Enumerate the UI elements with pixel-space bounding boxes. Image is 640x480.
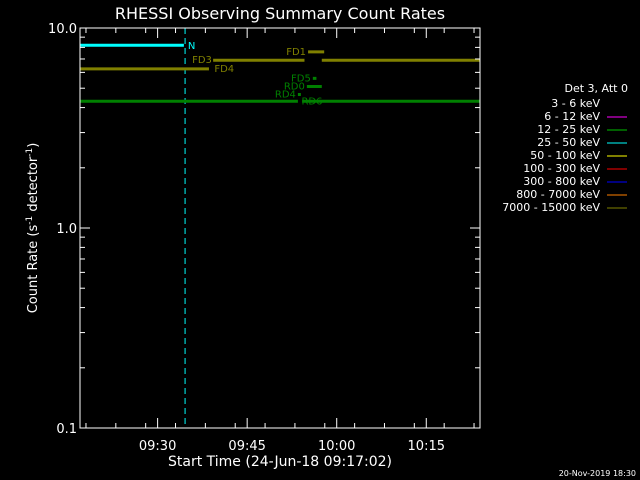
chart-title: RHESSI Observing Summary Count Rates bbox=[115, 4, 445, 23]
axes-layer: 0.1 1.0 10.0 09:30 09:45 10:00 10:15 bbox=[48, 22, 480, 454]
y-axis-label-end: ) bbox=[26, 143, 41, 148]
y-axis-label: Count Rate (s-1 detector-1) bbox=[25, 143, 41, 314]
flag-label-fd5: FD5 bbox=[291, 73, 311, 84]
y-axis-label-sup2: -1 bbox=[25, 148, 35, 157]
x-tick-label: 10:00 bbox=[318, 439, 355, 454]
legend-label: 100 - 300 keV bbox=[523, 162, 600, 175]
flag-label-rd6: RD6 bbox=[301, 96, 322, 107]
y-axis-label-main: Count Rate (s bbox=[26, 225, 41, 314]
y-tick-label: 0.1 bbox=[56, 422, 77, 437]
x-tick-label: 10:15 bbox=[408, 439, 445, 454]
legend-label: 3 - 6 keV bbox=[551, 97, 600, 110]
flag-label-fd4: FD4 bbox=[214, 64, 234, 75]
legend-label: 50 - 100 keV bbox=[530, 149, 600, 162]
x-tick-label: 09:30 bbox=[139, 439, 176, 454]
y-axis-label-mid: detector bbox=[26, 156, 41, 216]
flag-label-n: N bbox=[188, 41, 195, 52]
y-tick-label: 1.0 bbox=[56, 222, 77, 237]
legend-label: 300 - 800 keV bbox=[523, 175, 600, 188]
x-tick-label: 09:45 bbox=[228, 439, 265, 454]
footer-date: 20-Nov-2019 18:30 bbox=[559, 469, 636, 478]
y-axis-label-sup1: -1 bbox=[25, 216, 35, 225]
flag-label-fd3: FD3 bbox=[192, 55, 212, 66]
flag-label-rd0: RD0 bbox=[284, 81, 305, 92]
legend-label: 6 - 12 keV bbox=[544, 110, 600, 123]
y-tick-label: 10.0 bbox=[48, 22, 77, 37]
flag-label-fd1: FD1 bbox=[286, 47, 306, 58]
legend-label: 7000 - 15000 keV bbox=[502, 201, 600, 214]
flag-label-rd4: RD4 bbox=[275, 90, 296, 101]
legend-label: 800 - 7000 keV bbox=[516, 188, 600, 201]
legend-label: 25 - 50 keV bbox=[537, 136, 600, 149]
legend-title: Det 3, Att 0 bbox=[565, 82, 629, 95]
legend-label: 12 - 25 keV bbox=[537, 123, 600, 136]
x-axis-label: Start Time (24-Jun-18 09:17:02) bbox=[168, 454, 392, 470]
